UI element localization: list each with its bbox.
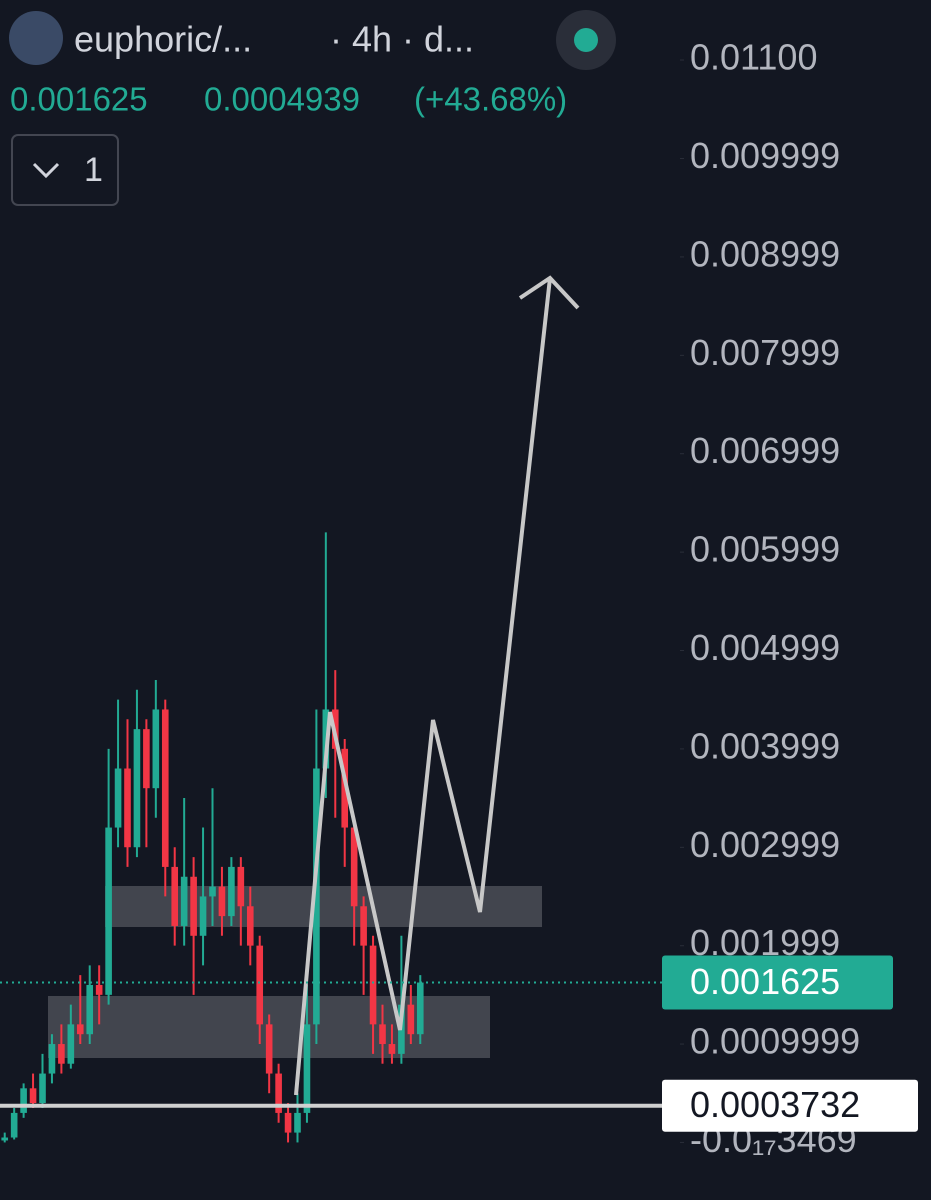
interval: · 4h · d... xyxy=(330,19,474,60)
y-tick-label: 0.005999 xyxy=(690,529,840,570)
candle-body xyxy=(58,1044,65,1064)
candle-body xyxy=(350,827,358,907)
candle-body xyxy=(105,827,112,995)
status-dot xyxy=(574,28,598,52)
candle-body xyxy=(388,1044,396,1054)
candle-body xyxy=(114,768,122,828)
chevron xyxy=(32,162,60,179)
candle-body xyxy=(152,709,160,789)
candle-body xyxy=(246,906,254,946)
y-tick-label: 0.003999 xyxy=(690,725,840,766)
candle-body xyxy=(48,1044,56,1074)
change: 0.0004939 xyxy=(204,81,360,118)
y-tick-label: 0.0009999 xyxy=(690,1021,860,1062)
candle-body xyxy=(341,748,349,828)
candle-body xyxy=(143,729,150,789)
candle-body xyxy=(379,1024,386,1045)
candle-body xyxy=(303,1024,311,1113)
y-tick-label: 0.01100 xyxy=(690,37,817,78)
candle-body xyxy=(284,1112,292,1133)
candle-body xyxy=(228,866,235,917)
arrow-head xyxy=(518,275,580,310)
candle-body xyxy=(20,1088,27,1113)
change-percent: (+43.68%) xyxy=(414,81,567,118)
projection-arrow xyxy=(294,277,552,1096)
candle-body xyxy=(360,906,367,946)
last-price: 0.001625 xyxy=(10,81,148,118)
last-price-label-box xyxy=(662,955,893,1010)
candle-body xyxy=(180,876,188,926)
candle-body xyxy=(171,866,179,926)
y-tick-label: 0.006999 xyxy=(690,430,840,471)
candle-body xyxy=(95,984,103,995)
candle-body xyxy=(294,1112,301,1133)
candle-body xyxy=(10,1112,18,1138)
candle-body xyxy=(218,886,226,917)
candle-body xyxy=(237,866,245,907)
candle-body xyxy=(416,982,424,1035)
candle-body xyxy=(199,896,207,936)
candle-body xyxy=(1,1137,9,1141)
candle-body xyxy=(275,1073,282,1113)
candle-body xyxy=(124,768,131,848)
candle-body xyxy=(369,945,377,1025)
symbol: euphoric/... xyxy=(74,19,252,60)
avatar xyxy=(9,11,63,65)
candle-body xyxy=(133,729,141,848)
y-tick-label: 0.009999 xyxy=(690,135,840,176)
candle-body xyxy=(209,886,216,897)
candle-body xyxy=(76,1024,84,1035)
candle-body xyxy=(265,1024,273,1074)
price-line-label: 0.0003732 xyxy=(690,1084,860,1125)
legend-count: 1 xyxy=(84,151,103,189)
last-price-label: 0.001625 xyxy=(690,961,840,1002)
y-tick-label: 0.007999 xyxy=(690,332,840,373)
y-tick-label: 0.004999 xyxy=(690,627,840,668)
candle-body xyxy=(161,709,169,867)
candle-body xyxy=(86,984,94,1035)
candle-body xyxy=(39,1073,46,1104)
candle-body xyxy=(256,945,264,1025)
candle-body xyxy=(190,876,197,936)
candle-body xyxy=(29,1088,37,1104)
legend-toggle[interactable] xyxy=(11,134,119,206)
candle-body xyxy=(407,1004,415,1035)
price-line-label-box xyxy=(662,1079,918,1132)
candle-body xyxy=(313,768,320,1025)
y-tick-label: 0.002999 xyxy=(690,824,840,865)
y-tick-label: 0.008999 xyxy=(690,233,840,274)
candle-body xyxy=(67,1024,75,1064)
